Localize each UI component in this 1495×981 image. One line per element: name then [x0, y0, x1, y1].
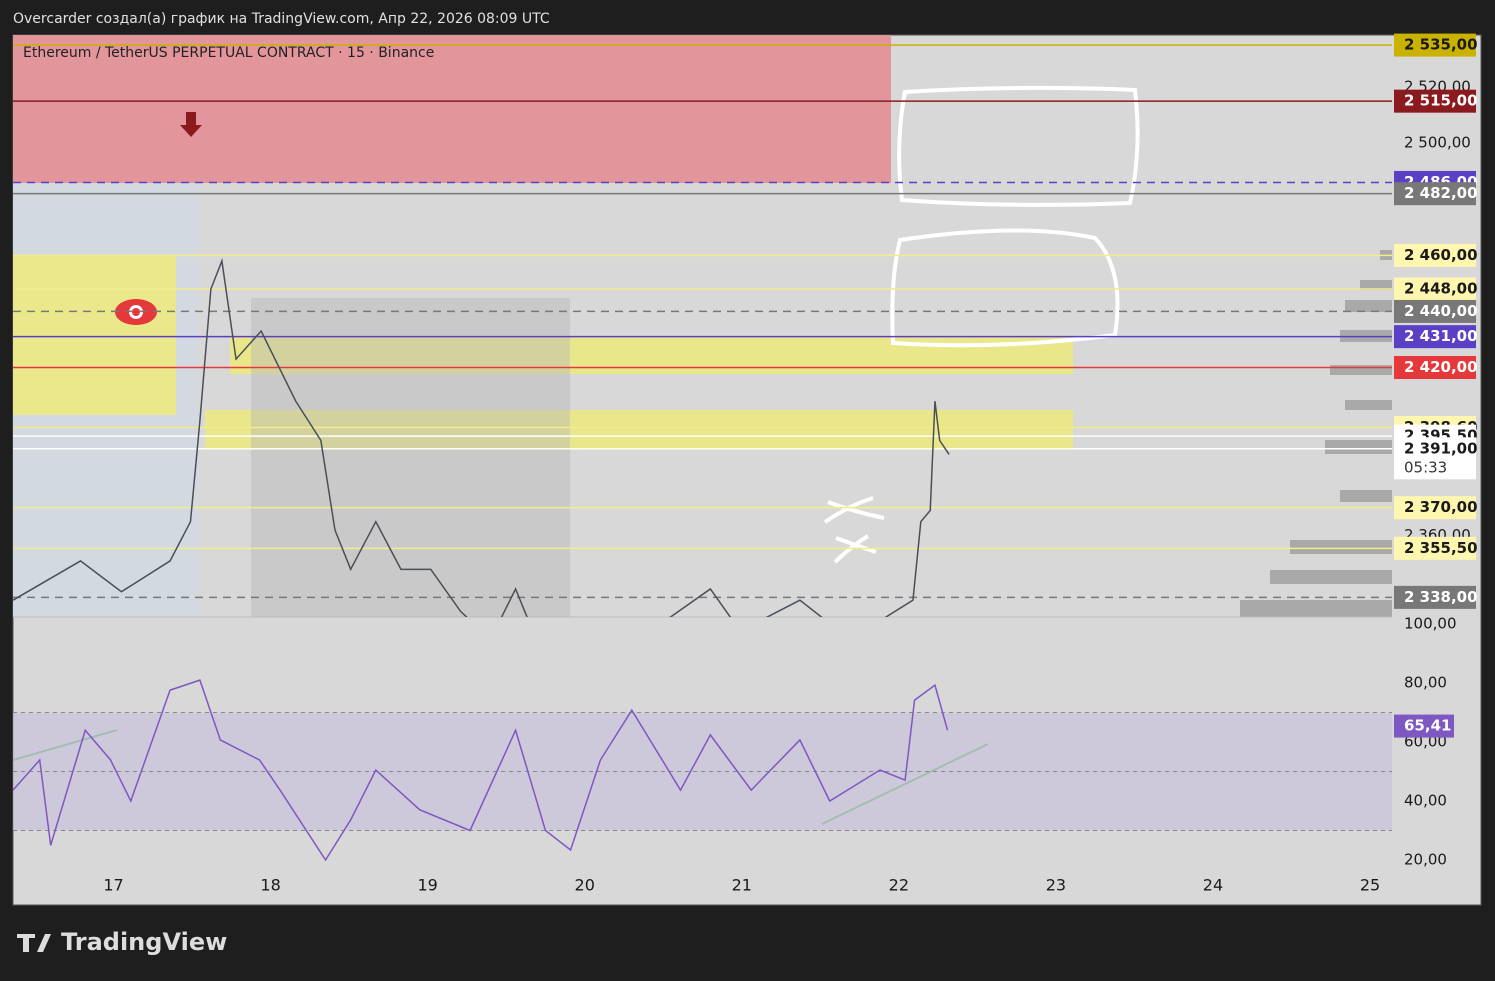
price-label: 2 448,00 — [1404, 279, 1478, 297]
price-label: 2 338,00 — [1404, 588, 1478, 606]
x-tick-label: 20 — [575, 876, 595, 895]
zone — [13, 255, 176, 415]
sketch — [890, 228, 1120, 348]
volume-profile — [1240, 250, 1392, 617]
y-tick-label: 40,00 — [1404, 792, 1447, 810]
price-label-box — [1394, 299, 1476, 323]
caption: Overcarder создал(а) график на TradingVi… — [13, 11, 550, 27]
y-tick-label: 80,00 — [1404, 674, 1447, 692]
zone — [205, 410, 1073, 450]
price-label-box — [1394, 536, 1476, 560]
price-line — [13, 258, 950, 617]
supply-zone — [13, 35, 891, 183]
x-tick-label: 23 — [1046, 876, 1066, 895]
logo: TradingView — [61, 928, 227, 956]
x-tick-label: 18 — [260, 876, 280, 895]
price-label: 2 460,00 — [1404, 246, 1478, 264]
x-tick-label: 24 — [1203, 876, 1223, 895]
price-label: 2 431,00 — [1404, 327, 1478, 345]
x-tick-label: 17 — [103, 876, 123, 895]
price-label-box — [1394, 496, 1476, 520]
y-tick-label: 20,00 — [1404, 850, 1447, 868]
price-label-box — [1394, 437, 1476, 480]
arrow-icon — [180, 112, 202, 137]
price-label-box — [1394, 89, 1476, 113]
price-label-box — [1394, 277, 1476, 301]
price-label: 2 535,00 — [1404, 36, 1478, 54]
price-label: 2 391,00 — [1404, 439, 1478, 457]
last-value: 65,41 — [1404, 717, 1451, 735]
sketch — [897, 85, 1140, 207]
logo-icon — [17, 934, 51, 952]
price-label: 2 355,50 — [1404, 539, 1478, 557]
pane — [13, 679, 1392, 862]
x-tick-label: 21 — [732, 876, 752, 895]
price-label-box — [1394, 325, 1476, 349]
y-tick-label: 100,00 — [1404, 615, 1457, 633]
eye-icon — [132, 308, 140, 316]
price-label: 2 420,00 — [1404, 358, 1478, 376]
price-label: 2 370,00 — [1404, 498, 1478, 516]
price-label-box — [1394, 585, 1476, 609]
box — [251, 298, 570, 617]
price-label-box — [1394, 243, 1476, 267]
x-tick-label: 22 — [889, 876, 909, 895]
price-label: 2 515,00 — [1404, 92, 1478, 110]
last-value-box — [1394, 714, 1454, 738]
price-label-box — [1394, 33, 1476, 57]
chart-title: Ethereum / TetherUS PERPETUAL CONTRACT ·… — [23, 45, 434, 61]
price-line — [13, 679, 949, 862]
x-tick-label: 19 — [417, 876, 437, 895]
x-tick-label: 25 — [1360, 876, 1380, 895]
price-label-box — [1394, 355, 1476, 379]
price-label-box — [1394, 182, 1476, 206]
countdown: 05:33 — [1404, 458, 1447, 476]
pane — [13, 44, 1392, 617]
y-tick-label: 2 500,00 — [1404, 134, 1471, 152]
price-label: 2 482,00 — [1404, 184, 1478, 202]
price-label: 2 440,00 — [1404, 302, 1478, 320]
